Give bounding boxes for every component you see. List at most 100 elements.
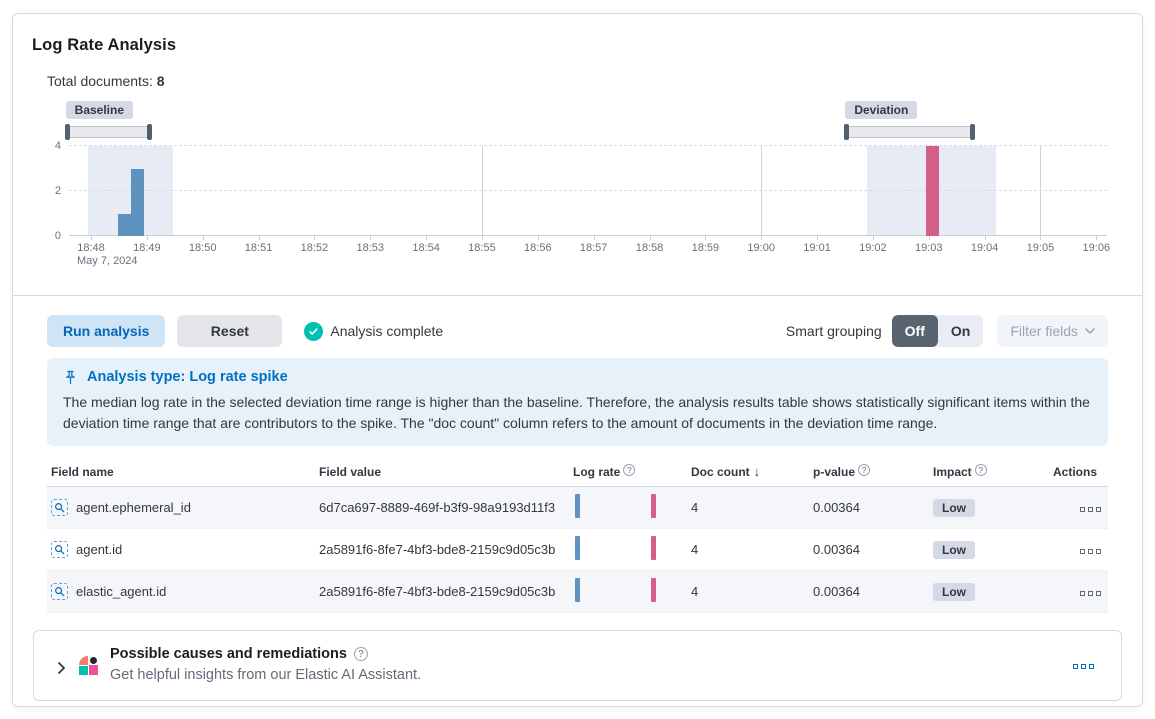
x-tick-label: 18:53 — [356, 242, 385, 254]
mini-baseline-bar — [575, 578, 580, 602]
document-count-chart: Baseline Deviation 18:48 18:49 18:50 18:51 18… — [47, 101, 1110, 269]
x-tick-label: 18:59 — [691, 242, 720, 254]
x-tick-mark — [705, 236, 707, 240]
log-rate-mini-chart — [573, 535, 673, 561]
x-tick-label: 18:49 — [133, 242, 161, 254]
x-tick-label: 18:55 — [468, 242, 496, 254]
baseline-doc-count-bar — [130, 168, 144, 236]
deviation-brush-handle-left[interactable] — [844, 124, 850, 140]
vertical-gridline — [1040, 146, 1042, 236]
expand-chevron-icon[interactable] — [54, 658, 69, 678]
assistant-menu-button[interactable] — [1070, 661, 1097, 672]
x-tick-label: 18:48 — [77, 242, 105, 254]
pin-icon — [66, 370, 75, 384]
col-header-log-rate[interactable]: Log rate — [569, 458, 687, 487]
field-name: agent.id — [76, 542, 123, 557]
x-axis-date-label: May 7, 2024 — [77, 255, 138, 267]
total-documents-label: Total documents: — [47, 73, 153, 89]
col-header-field-name[interactable]: Field name — [47, 458, 315, 487]
baseline-brush-handle-left[interactable] — [64, 124, 70, 140]
impact-badge: Low — [933, 498, 975, 517]
impact-info-icon[interactable] — [974, 464, 987, 476]
row-actions-button[interactable] — [1077, 588, 1104, 599]
p-value: 0.00364 — [809, 486, 929, 529]
baseline-brush[interactable] — [64, 124, 152, 140]
doc-count-value: 4 — [687, 486, 809, 529]
field-value: 6d7ca697-8889-469f-b3f9-98a9193d11f3 — [319, 499, 556, 515]
x-tick-label: 18:58 — [635, 242, 664, 254]
x-tick-label: 19:01 — [803, 242, 831, 254]
baseline-doc-count-bar — [118, 213, 131, 236]
footer-help-icon[interactable] — [353, 647, 368, 661]
x-tick-mark — [258, 236, 260, 240]
row-actions-button[interactable] — [1077, 546, 1104, 557]
deviation-brush-track[interactable] — [847, 126, 972, 138]
sort-desc-icon: ↓ — [753, 464, 761, 479]
deviation-doc-count-bar — [925, 146, 939, 236]
x-tick-label: 18:51 — [244, 242, 273, 254]
possible-causes-panel: Possible causes and remediations Get hel… — [33, 630, 1122, 701]
x-tick-label: 19:04 — [970, 242, 999, 254]
table-row: elastic_agent.id 2a5891f6-8fe7-4bf3-bde8… — [47, 570, 1108, 613]
vertical-gridline — [761, 146, 763, 236]
x-tick-label: 19:05 — [1026, 242, 1055, 254]
log-rate-mini-chart — [573, 493, 673, 519]
horizontal-gridline — [69, 190, 1107, 191]
analysis-toolbar: Run analysis Reset Analysis complete Sma… — [47, 315, 1108, 347]
filter-fields-button[interactable]: Filter fields — [997, 315, 1108, 347]
smart-grouping-label: Smart grouping — [785, 323, 882, 339]
col-header-field-value[interactable]: Field value — [315, 458, 569, 487]
x-tick-mark — [146, 236, 148, 240]
baseline-brush-track[interactable] — [67, 126, 149, 138]
x-tick-mark — [91, 236, 92, 240]
log-rate-info-icon[interactable] — [623, 464, 636, 476]
x-tick-mark — [872, 236, 874, 240]
x-tick-mark — [426, 236, 428, 240]
total-documents: Total documents: 8 — [47, 73, 1142, 89]
filter-field-icon[interactable] — [51, 583, 68, 600]
baseline-brush-handle-right[interactable] — [146, 124, 152, 140]
analysis-status-text: Analysis complete — [330, 323, 444, 339]
reset-button[interactable]: Reset — [177, 315, 283, 347]
callout-title-row: Analysis type: Log rate spike — [63, 369, 1092, 385]
brush-badge-layer: Baseline Deviation — [65, 101, 1107, 121]
footer-subtitle: Get helpful insights from our Elastic AI… — [110, 667, 422, 683]
analysis-results-table: Field name Field value Log rate Doc coun… — [47, 458, 1108, 613]
filter-field-icon[interactable] — [51, 541, 68, 558]
x-axis-line — [69, 235, 1107, 236]
p-value: 0.00364 — [809, 570, 929, 613]
page-title: Log Rate Analysis — [32, 36, 177, 54]
total-documents-value: 8 — [156, 73, 165, 89]
x-tick-label: 19:00 — [747, 242, 775, 254]
vertical-gridline — [481, 146, 483, 236]
mini-baseline-bar — [575, 494, 580, 518]
col-header-doc-count[interactable]: Doc count ↓ — [687, 458, 809, 487]
filter-field-icon[interactable] — [51, 499, 68, 516]
chart-plot[interactable]: 18:48 18:49 18:50 18:51 18:52 18:53 18:54 18:55… — [55, 140, 1110, 267]
section-divider — [13, 295, 1142, 296]
elastic-ai-assistant-icon — [79, 656, 98, 675]
doc-count-value: 4 — [687, 570, 809, 613]
x-tick-mark — [537, 236, 539, 240]
p-value-info-icon[interactable] — [858, 464, 871, 476]
impact-badge: Low — [933, 582, 975, 601]
analysis-status: Analysis complete — [304, 321, 444, 341]
x-tick-mark — [984, 236, 986, 240]
run-analysis-button[interactable]: Run analysis — [47, 315, 166, 347]
smart-grouping-off-button[interactable]: Off — [891, 315, 938, 347]
filter-fields-label: Filter fields — [1010, 323, 1078, 339]
x-tick-mark — [928, 236, 930, 240]
mini-deviation-bar — [651, 494, 656, 518]
y-tick-label: 4 — [54, 140, 61, 152]
col-header-impact[interactable]: Impact — [929, 458, 1049, 487]
mini-deviation-bar — [651, 536, 656, 560]
brush-layer — [64, 124, 1107, 140]
row-actions-button[interactable] — [1077, 504, 1104, 515]
deviation-brush[interactable] — [844, 124, 975, 140]
impact-badge: Low — [933, 540, 975, 559]
deviation-brush-handle-right[interactable] — [969, 124, 975, 140]
col-header-p-value[interactable]: p-value — [809, 458, 929, 487]
smart-grouping-on-button[interactable]: On — [938, 315, 983, 347]
y-tick-label: 0 — [54, 230, 61, 242]
x-tick-label: 18:56 — [524, 242, 552, 254]
